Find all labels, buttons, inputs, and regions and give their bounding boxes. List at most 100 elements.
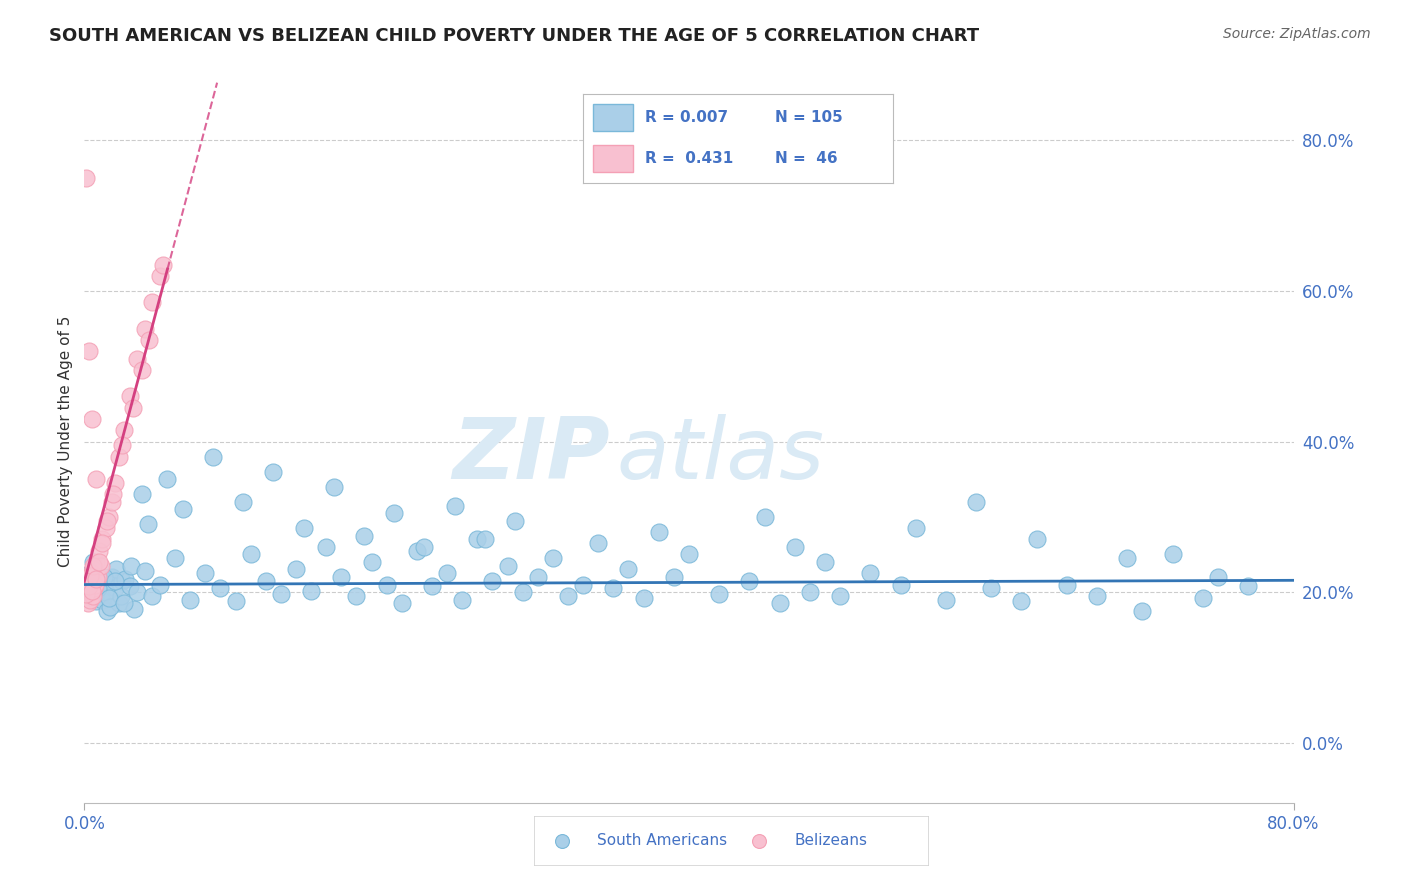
Point [96,604,118,618]
Point [134,564,156,578]
Point [93,570,115,584]
Point [90,558,112,573]
Point [391,596,413,610]
Point [709,586,731,600]
Point [330,570,353,584]
Point [104,475,127,490]
Point [90,576,112,591]
Point [84,572,107,586]
Point [120,558,142,573]
Point [1011,594,1033,608]
Point [443,499,465,513]
Point [77,579,100,593]
Point [105,562,128,576]
Point [503,514,526,528]
Point [127,351,149,366]
Point [89,543,111,558]
Point [111,574,134,588]
Point [83,582,105,596]
Text: SOUTH AMERICAN VS BELIZEAN CHILD POVERTY UNDER THE AGE OF 5 CORRELATION CHART: SOUTH AMERICAN VS BELIZEAN CHILD POVERTY… [49,27,980,45]
Point [77,344,100,359]
FancyBboxPatch shape [593,104,633,131]
Point [1161,548,1184,562]
Point [100,570,122,584]
Point [136,517,159,532]
Point [292,521,315,535]
Point [131,487,153,501]
Point [239,548,262,562]
Point [149,268,172,283]
Point [76,577,98,591]
Point [94,585,117,599]
Point [194,566,217,581]
Point [315,540,337,554]
Point [87,582,110,596]
Text: Belizeans: Belizeans [794,833,868,848]
Point [77,570,100,584]
Point [75,585,97,599]
Point [1206,570,1229,584]
Point [225,594,247,608]
Point [152,258,174,272]
Point [648,524,671,539]
Point [134,321,156,335]
Point [1192,591,1215,606]
Point [121,401,143,415]
Point [118,579,141,593]
Point [748,833,770,847]
Point [138,333,160,347]
Point [467,533,489,547]
Point [75,586,97,600]
Point [100,494,122,508]
Point [114,572,136,586]
Point [108,450,131,464]
Point [382,506,405,520]
Point [80,566,103,581]
Point [662,570,685,584]
Point [122,601,145,615]
Point [541,551,564,566]
Point [141,589,163,603]
Point [209,582,232,596]
Point [935,592,957,607]
FancyBboxPatch shape [593,145,633,172]
Point [80,583,103,598]
Point [322,480,344,494]
Text: atlas: atlas [616,415,824,498]
Point [602,582,624,596]
Point [406,543,429,558]
Point [436,566,458,581]
Point [101,487,124,501]
Point [254,574,277,588]
Point [141,295,163,310]
Point [633,591,655,606]
Point [156,472,179,486]
Point [91,533,114,547]
Text: R = 0.007: R = 0.007 [645,111,728,125]
Point [149,577,172,591]
Point [127,585,149,599]
Point [830,589,852,603]
Point [104,582,127,596]
Point [97,591,120,606]
Point [131,363,153,377]
Point [86,555,108,569]
Point [79,574,101,588]
Point [572,577,595,591]
Point [112,423,135,437]
Point [346,589,368,603]
Point [86,472,108,486]
Point [86,594,108,608]
Point [112,596,135,610]
Point [87,570,110,584]
Point [814,555,837,569]
Point [1085,589,1108,603]
Point [80,585,103,599]
Point [980,582,1002,596]
Point [76,576,98,591]
Point [104,574,127,588]
Point [783,540,806,554]
Point [82,589,104,603]
Point [108,596,131,610]
Point [96,514,118,528]
